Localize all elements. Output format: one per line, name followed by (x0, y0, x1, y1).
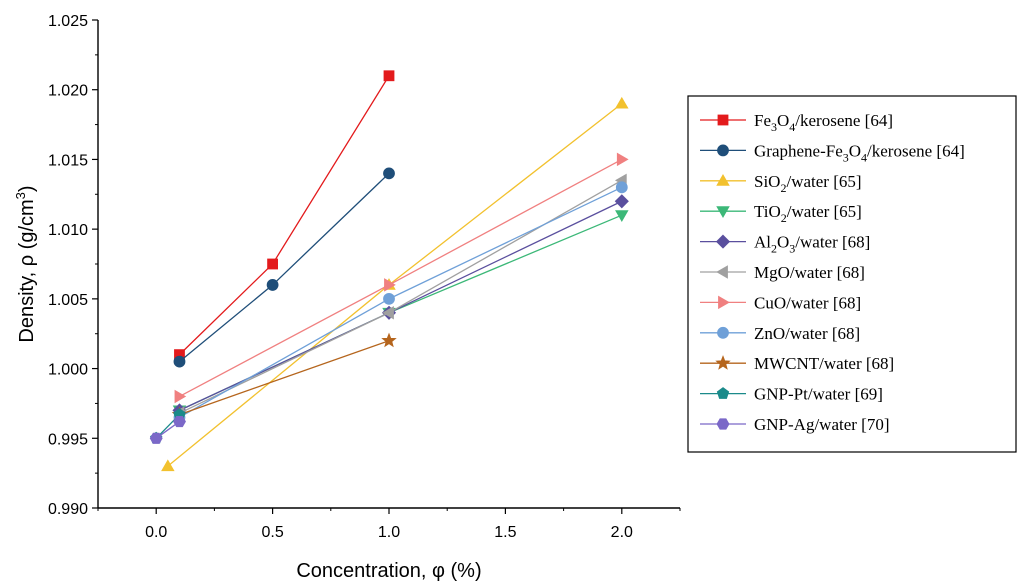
data-point (384, 278, 396, 292)
legend-label: MgO/water [68] (754, 263, 865, 282)
legend-label: MWCNT/water [68] (754, 354, 894, 373)
x-tick-label: 2.0 (611, 524, 633, 541)
data-point (266, 279, 279, 291)
legend-item: MWCNT/water [68] (700, 354, 894, 373)
data-point (383, 167, 395, 180)
y-tick-label: 1.025 (48, 13, 88, 30)
y-tick-label: 1.015 (48, 152, 88, 169)
y-tick-label: 1.010 (48, 222, 88, 239)
series-11 (149, 415, 186, 444)
series-layer (149, 70, 629, 472)
x-tick-label: 0.5 (261, 524, 283, 541)
legend-label: CuO/water [68] (754, 293, 861, 312)
legend-label: ZnO/water [68] (754, 324, 860, 343)
series-line (179, 340, 390, 416)
x-tick-label: 1.5 (494, 524, 516, 541)
data-point (267, 258, 279, 270)
legend-marker (716, 265, 728, 279)
data-point (615, 210, 629, 223)
legend-marker (717, 144, 729, 157)
x-axis-title: Concentration, φ (%) (296, 560, 481, 582)
data-point (149, 432, 163, 444)
legend-item: MgO/water [68] (700, 263, 865, 282)
legend-label: SiO2/water [65] (754, 172, 862, 195)
legend-box (687, 95, 1017, 453)
legend-marker (715, 355, 731, 370)
y-tick-label: 0.990 (48, 501, 88, 518)
series-8 (173, 181, 628, 424)
series-4 (172, 210, 629, 418)
legend-item: SiO2/water [65] (700, 172, 862, 195)
series-1 (174, 70, 395, 361)
x-tick-label: 1.0 (378, 524, 400, 541)
data-point (382, 306, 394, 320)
legend-item: Graphene-Fe3O4/kerosene [64] (700, 141, 965, 164)
y-tick-label: 1.000 (48, 362, 88, 379)
x-tick-label: 0.0 (145, 524, 167, 541)
legend-marker (717, 114, 729, 126)
series-2 (173, 167, 395, 368)
series-line (179, 179, 623, 414)
data-point (383, 292, 395, 305)
legend-marker (716, 387, 730, 399)
series-9 (171, 332, 397, 422)
data-point (173, 415, 186, 428)
data-point (173, 355, 186, 368)
legend-label: GNP-Ag/water [70] (754, 415, 890, 434)
series-line (179, 75, 390, 356)
legend-item: ZnO/water [68] (700, 324, 860, 343)
data-point (161, 459, 175, 472)
data-point (615, 181, 628, 194)
legend-marker (717, 326, 729, 339)
legend-item: CuO/water [68] (700, 293, 861, 312)
legend-label: Fe3O4/kerosene [64] (754, 111, 893, 134)
data-point (174, 389, 187, 404)
legend-label: Al2O3/water [68] (754, 233, 870, 256)
legend-marker (715, 234, 731, 249)
data-point (381, 332, 397, 348)
plot-axes: 0.990 0.995 1.000 1.005 1.010 1.015 1.020 1.025… (13, 13, 681, 582)
legend-label: Graphene-Fe3O4/kerosene [64] (754, 141, 965, 164)
legend-item: GNP-Pt/water [69] (700, 385, 883, 404)
legend-label: TiO2/water [65] (754, 202, 862, 225)
legend-marker (716, 173, 730, 186)
legend-marker (718, 295, 730, 310)
legend-item: Al2O3/water [68] (700, 233, 870, 256)
data-point (616, 152, 629, 167)
legend-item: GNP-Ag/water [70] (700, 415, 890, 434)
chart-legend: Fe3O4/kerosene [64] Graphene-Fe3O4/kerose… (687, 95, 1017, 453)
legend-label: GNP-Pt/water [69] (754, 385, 883, 404)
data-point (615, 96, 629, 109)
series-line (179, 158, 623, 398)
series-line (179, 186, 623, 418)
legend-marker (716, 206, 730, 219)
data-point (614, 194, 629, 209)
y-axis-title: Density, ρ (g/cm3) (13, 185, 38, 342)
series-line (179, 172, 390, 363)
series-7 (174, 152, 629, 404)
y-tick-label: 0.995 (48, 431, 88, 448)
y-tick-label: 1.005 (48, 292, 88, 309)
legend-marker (716, 418, 730, 430)
legend-item: TiO2/water [65] (700, 202, 862, 225)
y-tick-label: 1.020 (48, 83, 88, 100)
series-3 (161, 96, 629, 472)
data-point (383, 70, 395, 82)
legend-item: Fe3O4/kerosene [64] (700, 111, 893, 134)
